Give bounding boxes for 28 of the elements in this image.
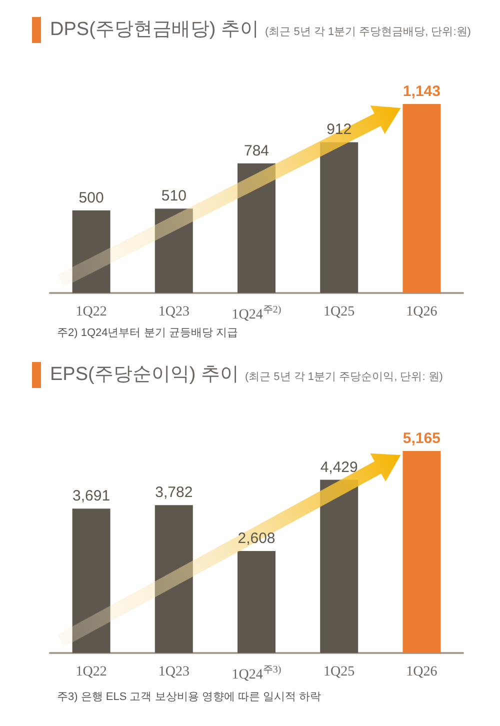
chart-subtitle: (최근 5년 각 1분기 주당순이익, 단위: 원)	[244, 371, 443, 383]
data-label: 510	[161, 188, 186, 205]
data-label: 3,782	[155, 484, 193, 502]
chart-title: DPS(주당현금배당) 추이	[50, 19, 259, 40]
bar	[320, 142, 358, 293]
data-label: 3,691	[72, 488, 110, 505]
x-tick-label: 1Q26	[406, 664, 438, 680]
text: 주2) 1Q24년부터 분기 균등배당 지급	[57, 326, 238, 340]
chart-title: EPS(주당순이익) 추이	[50, 364, 239, 385]
data-label: 784	[244, 142, 270, 160]
x-tick-label: 1Q22	[76, 664, 107, 680]
bar	[402, 451, 441, 653]
chart-subtitle: (최근 5년 각 1분기 주당현금배당, 단위:원)	[265, 26, 471, 38]
data-label: 5,165	[402, 430, 440, 447]
x-tick-label: 1Q26	[406, 304, 438, 320]
bar	[320, 480, 358, 653]
x-tick-label: 1Q22	[76, 304, 107, 320]
data-label: 500	[78, 189, 104, 206]
data-label: 1,143	[402, 83, 440, 100]
x-tick-label: 1Q23	[158, 304, 190, 320]
data-label: 4,429	[320, 458, 358, 476]
text: 주3) 은행 ELS 고객 보상비용 영향에 따른 일시적 하락	[57, 690, 322, 704]
bar	[402, 104, 441, 293]
x-tick-label: 1Q25	[324, 664, 355, 680]
data-label: 2,608	[238, 530, 276, 548]
x-tick-label: 1Q23	[158, 664, 190, 680]
bar	[238, 551, 276, 653]
x-tick-label: 1Q25	[324, 304, 355, 320]
